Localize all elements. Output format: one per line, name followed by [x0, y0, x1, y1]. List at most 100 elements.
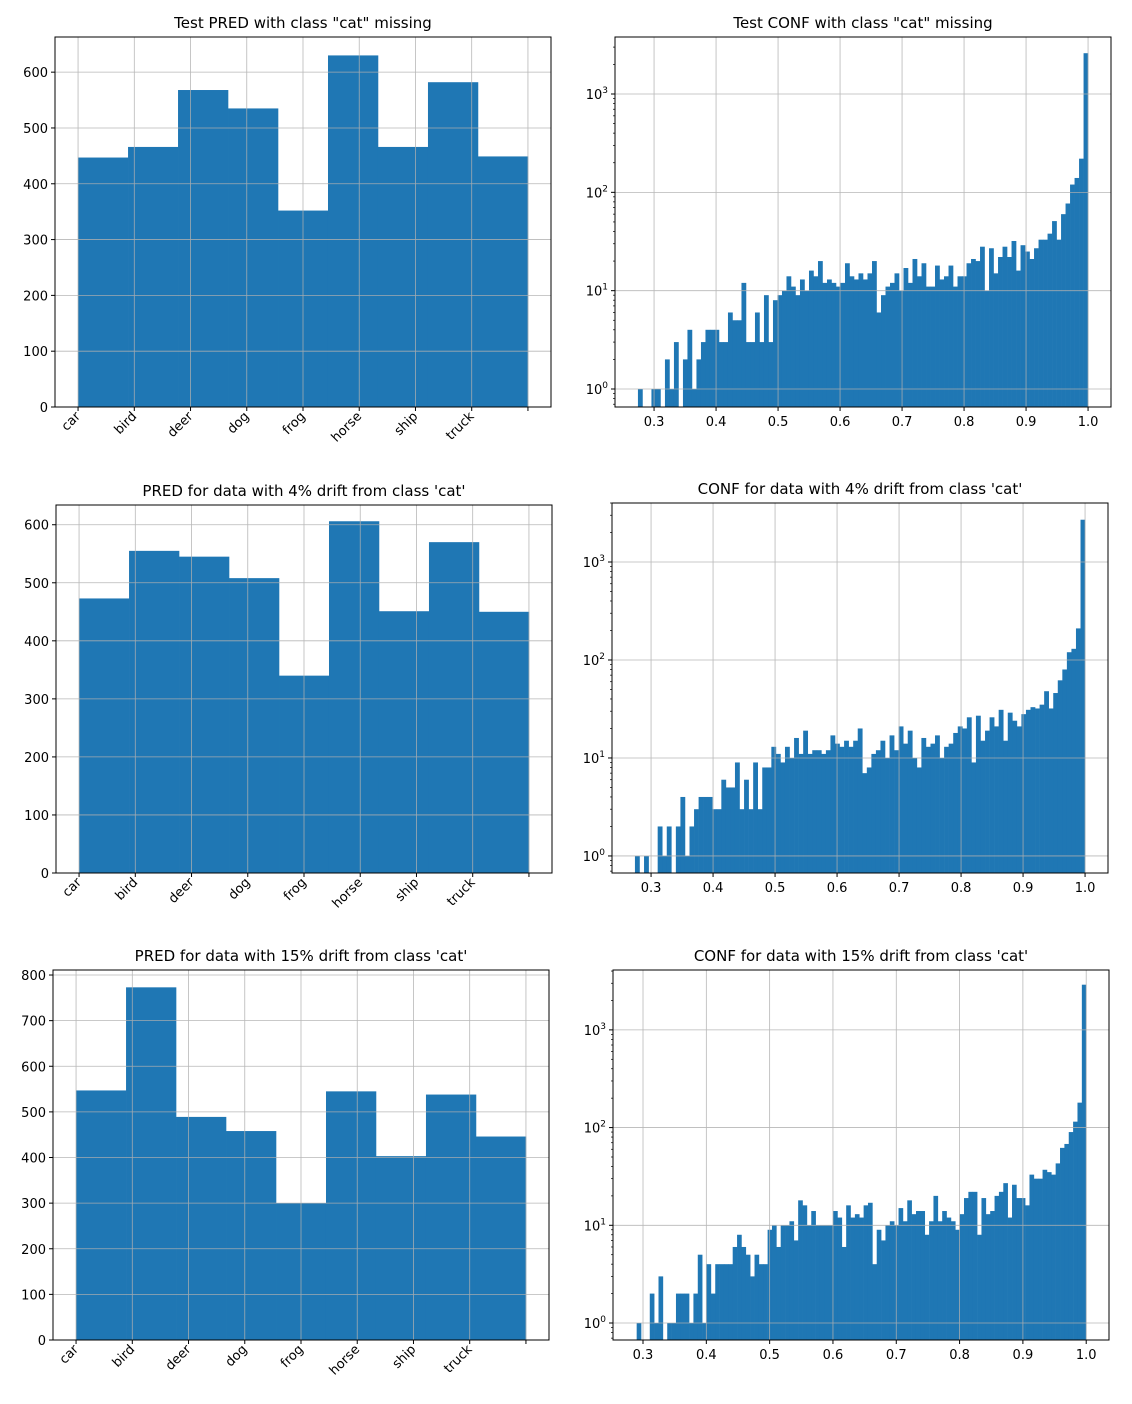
histogram-bar	[710, 1293, 716, 1340]
histogram-bar	[990, 1211, 995, 1340]
x-tick-label: 0.4	[703, 881, 724, 896]
histogram-bar	[802, 1205, 808, 1340]
y-tick-label: 400	[23, 178, 48, 193]
histogram-bar	[907, 730, 913, 873]
histogram-bar	[693, 1293, 699, 1340]
histogram-bar	[1016, 270, 1021, 407]
histogram-bar	[428, 542, 480, 873]
histogram-bar	[955, 1229, 960, 1340]
histogram-bar	[912, 258, 918, 407]
histogram-bar	[822, 282, 828, 407]
histogram-bar	[709, 329, 715, 407]
histogram-bar	[750, 342, 756, 407]
y-tick-label: 200	[21, 1243, 46, 1258]
histogram-bar	[636, 1323, 642, 1340]
histogram-bar	[723, 1264, 729, 1340]
y-tick-label: 100	[584, 1315, 607, 1332]
y-tick-label: 600	[24, 519, 49, 534]
histogram-bar	[741, 282, 747, 407]
histogram-bar	[948, 265, 954, 407]
histogram-bar	[848, 746, 854, 873]
histogram-bar	[993, 273, 999, 407]
histogram-bar	[926, 286, 931, 407]
histogram-bar	[889, 735, 895, 873]
histogram-bar	[1071, 648, 1077, 873]
histogram-bar	[850, 1217, 856, 1340]
histogram-bar	[707, 796, 713, 873]
y-tick-label: 400	[24, 635, 49, 650]
histogram-bar	[1021, 714, 1027, 873]
histogram-bar	[126, 987, 177, 1340]
x-tick-label: frog	[280, 409, 309, 438]
x-tick-label: deer	[163, 1342, 195, 1374]
histogram-bar	[844, 263, 850, 407]
histogram-bar	[921, 737, 927, 873]
histogram-bar	[179, 556, 230, 873]
histogram-bar	[1043, 239, 1048, 407]
histogram-bar	[915, 1211, 921, 1340]
histogram-bar	[644, 855, 649, 873]
bars	[636, 984, 1087, 1340]
histogram-bar	[1012, 720, 1018, 873]
histogram-bar	[1038, 1178, 1043, 1340]
histogram-bar	[327, 55, 379, 407]
histogram-bar	[977, 1234, 982, 1340]
histogram-bar	[937, 1221, 943, 1340]
histogram-bar	[1060, 1147, 1065, 1340]
grid	[612, 503, 1108, 873]
histogram-bar	[933, 1195, 939, 1340]
histogram-bar	[957, 276, 963, 407]
x-tick-label: dog	[223, 1342, 251, 1370]
histogram-bar	[745, 1254, 751, 1340]
x-tick-label: 0.6	[830, 415, 851, 430]
histogram-bar	[736, 320, 742, 407]
histogram-bar	[712, 809, 718, 873]
histogram-bar	[929, 1221, 934, 1340]
x-tick-label: frog	[278, 1342, 307, 1371]
histogram-bar	[730, 787, 736, 873]
histogram-bar	[935, 735, 940, 873]
histogram-bar	[939, 757, 945, 873]
histogram-bar	[682, 359, 688, 407]
histogram-bar	[867, 273, 873, 407]
histogram-bar	[898, 1208, 904, 1340]
histogram-bar	[839, 746, 845, 873]
histogram-bar	[849, 276, 855, 407]
histogram-bar	[76, 1090, 127, 1340]
histogram-bar	[989, 717, 995, 873]
x-tick-label: bird	[112, 409, 140, 437]
histogram-bar	[903, 743, 909, 873]
histogram-bar	[1033, 1178, 1039, 1340]
x-tick-label: 0.9	[1016, 415, 1037, 430]
histogram-bar	[226, 1131, 277, 1340]
histogram-bar	[907, 1200, 912, 1340]
chart-title: CONF for data with 15% drift from class …	[694, 947, 1028, 965]
x-tick-label: 0.8	[949, 1348, 970, 1363]
histogram-bar	[1064, 1143, 1070, 1340]
histogram-bar	[719, 1264, 725, 1340]
histogram-bar	[950, 1221, 956, 1340]
histogram-bar	[881, 295, 886, 407]
histogram-bar	[723, 342, 729, 407]
histogram-bar	[739, 809, 745, 873]
histogram-bar	[1075, 628, 1081, 873]
chart-title: Test CONF with class "cat" missing	[732, 14, 992, 32]
histogram-bar	[657, 826, 663, 873]
histogram-bar	[691, 388, 697, 407]
histogram-bar	[1055, 1163, 1061, 1340]
histogram-bar	[833, 1211, 838, 1340]
histogram-bar	[696, 359, 702, 407]
histogram-bar	[734, 762, 740, 873]
x-tick-label: deer	[166, 875, 198, 907]
histogram-bar	[925, 746, 931, 873]
histogram-bar	[994, 1195, 1000, 1340]
histogram-bar	[985, 730, 990, 873]
histogram-bar	[1035, 708, 1040, 873]
histogram-bar	[1066, 652, 1072, 873]
histogram-bar	[920, 1211, 926, 1340]
histogram-bar	[1016, 1198, 1022, 1340]
histogram-bar	[890, 282, 895, 407]
histogram-bar	[654, 1323, 659, 1340]
y-tick-label: 103	[586, 86, 608, 103]
histogram-bar	[79, 598, 130, 873]
